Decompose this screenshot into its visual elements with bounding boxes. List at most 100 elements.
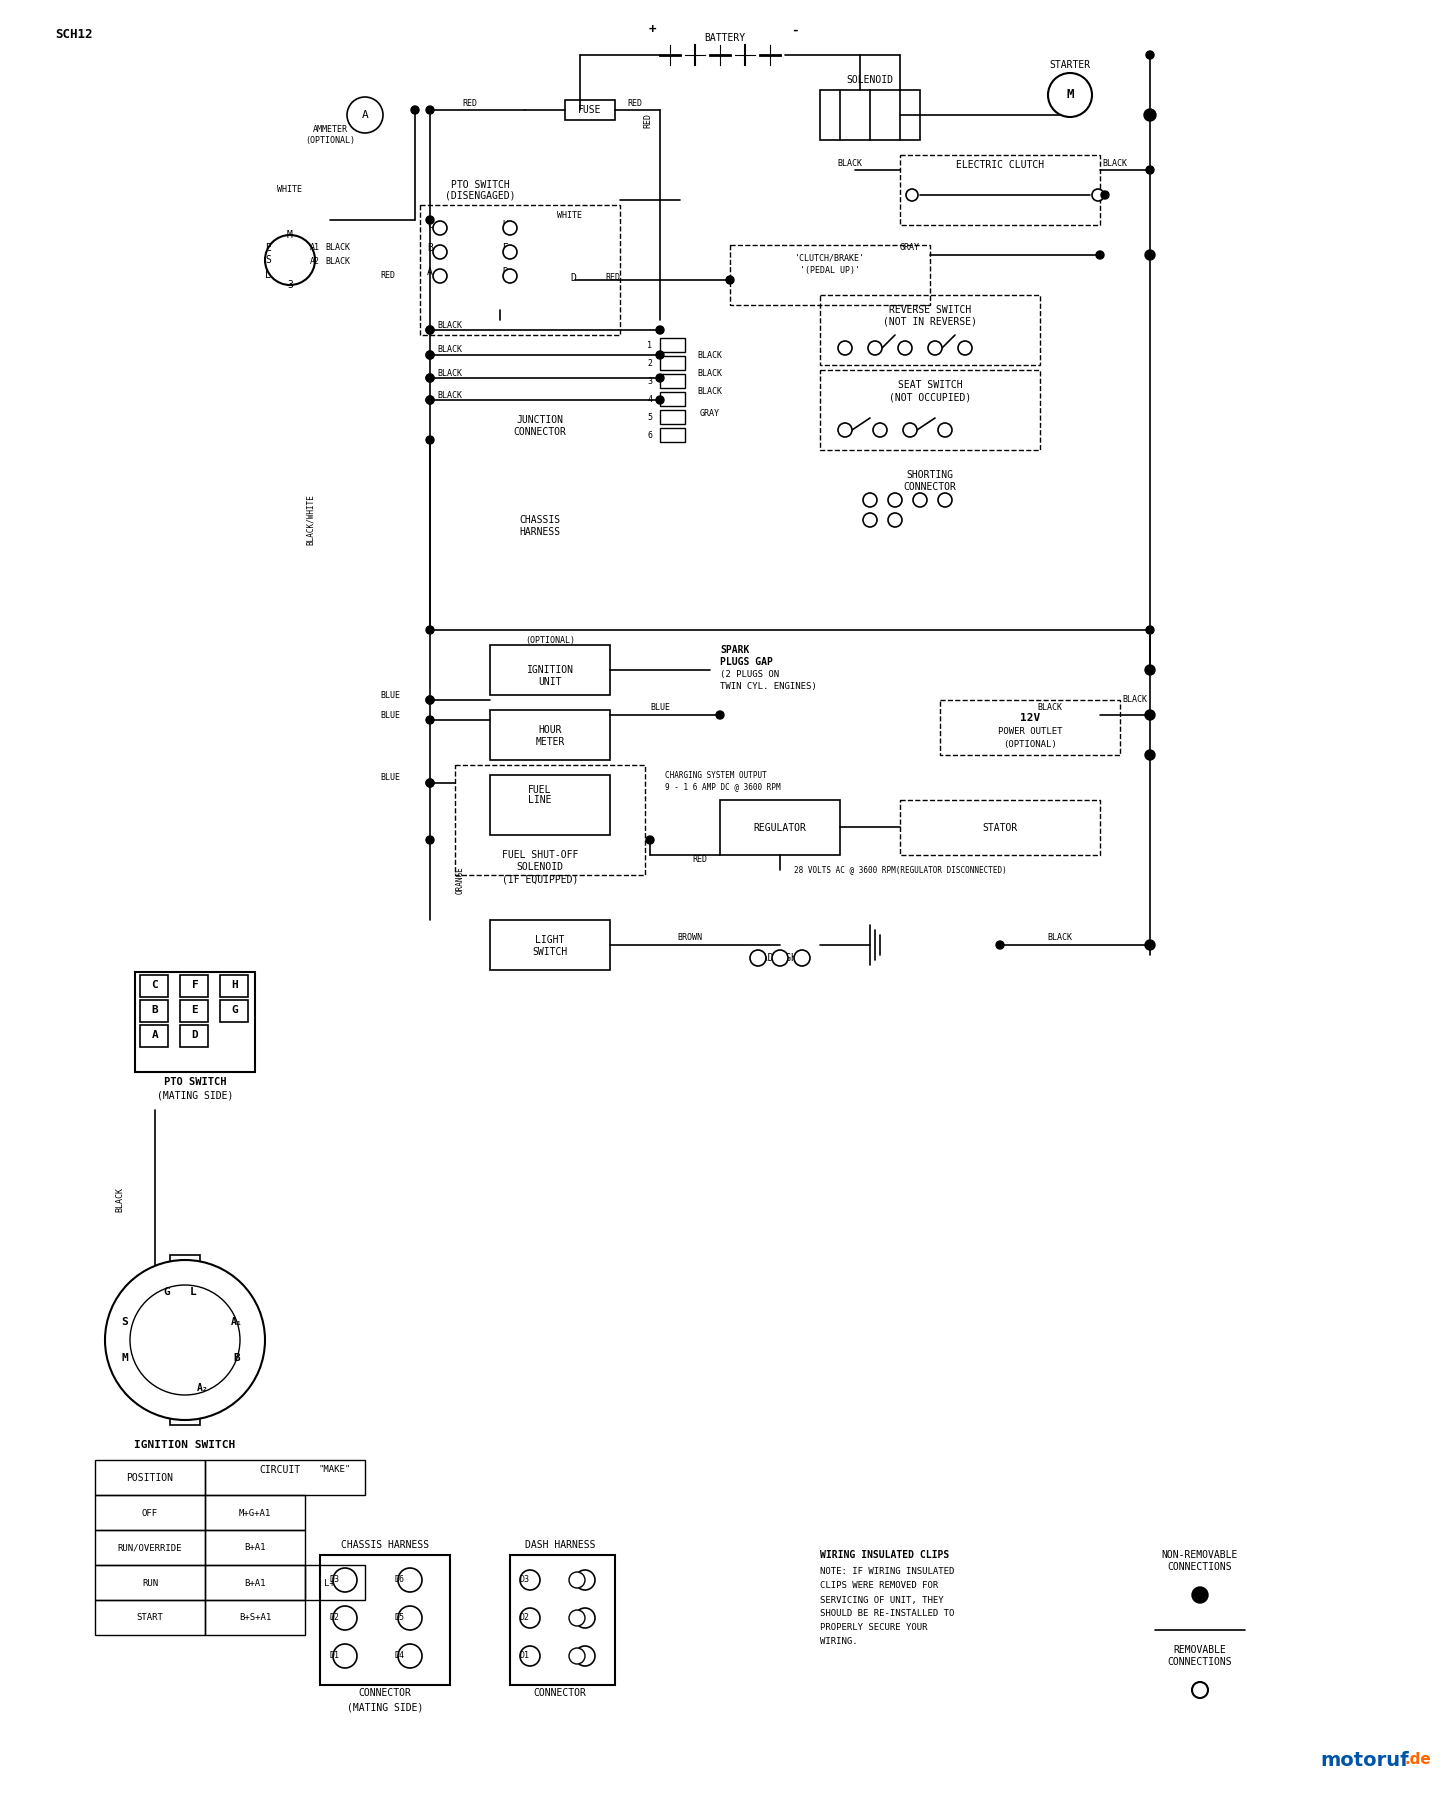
Circle shape [903, 423, 916, 437]
Bar [900, 155, 1101, 225]
Text: D: D [570, 274, 576, 283]
Text: (DISENGAGED): (DISENGAGED) [445, 191, 515, 200]
Text: TWIN CYL. ENGINES): TWIN CYL. ENGINES) [721, 682, 816, 691]
Circle shape [647, 835, 654, 844]
Bar [510, 1555, 615, 1685]
Circle shape [1096, 250, 1103, 259]
Text: BLACK: BLACK [697, 369, 722, 378]
Text: (MATING SIDE): (MATING SIDE) [157, 1091, 233, 1100]
Bar [660, 410, 684, 425]
Text: STATOR: STATOR [982, 823, 1018, 833]
Circle shape [655, 326, 664, 335]
Bar [455, 765, 645, 875]
Text: START: START [136, 1613, 164, 1622]
Circle shape [887, 493, 902, 508]
Text: D4: D4 [394, 1652, 405, 1660]
Circle shape [426, 351, 434, 358]
Text: G: G [232, 1004, 238, 1015]
Text: 6: 6 [648, 430, 652, 439]
Circle shape [426, 216, 434, 223]
Text: BLACK/WHITE: BLACK/WHITE [306, 495, 315, 545]
Bar [180, 1001, 207, 1022]
Text: "MAKE": "MAKE" [319, 1465, 351, 1474]
Text: BLACK: BLACK [438, 369, 463, 378]
Text: SPARK: SPARK [721, 644, 750, 655]
Text: NOTE: IF WIRING INSULATED: NOTE: IF WIRING INSULATED [821, 1568, 954, 1577]
Circle shape [1192, 1588, 1208, 1604]
Text: FUEL SHUT-OFF: FUEL SHUT-OFF [502, 850, 579, 860]
Circle shape [996, 941, 1003, 949]
Text: H: H [502, 220, 508, 230]
Bar [175, 1332, 194, 1348]
Text: RED: RED [380, 270, 396, 279]
Text: E: E [265, 243, 271, 254]
Bar [204, 1496, 304, 1530]
Text: 1: 1 [648, 340, 652, 349]
Text: S: S [122, 1318, 129, 1327]
Circle shape [958, 340, 972, 355]
Text: D1: D1 [331, 1652, 339, 1660]
Circle shape [655, 396, 664, 403]
Text: RED: RED [606, 274, 621, 283]
Circle shape [838, 340, 853, 355]
Circle shape [426, 835, 434, 844]
Text: IGNITION SWITCH: IGNITION SWITCH [135, 1440, 235, 1451]
Text: D2: D2 [331, 1613, 339, 1622]
Circle shape [1146, 626, 1154, 634]
Bar [180, 976, 207, 997]
Text: BLACK: BLACK [697, 387, 722, 396]
Text: BLACK: BLACK [325, 243, 351, 252]
Circle shape [426, 106, 434, 113]
Bar [96, 1460, 204, 1496]
Circle shape [347, 97, 383, 133]
Text: SOLENOID: SOLENOID [516, 862, 564, 871]
Text: C: C [152, 979, 158, 990]
Circle shape [1092, 189, 1103, 202]
Text: CONNECTIONS: CONNECTIONS [1167, 1658, 1232, 1667]
Text: BLUE: BLUE [380, 711, 400, 720]
Circle shape [503, 268, 518, 283]
Text: (2 PLUGS ON: (2 PLUGS ON [721, 670, 779, 679]
Circle shape [863, 513, 877, 527]
Circle shape [726, 275, 734, 284]
Bar [660, 338, 684, 353]
Text: M: M [287, 230, 293, 239]
Circle shape [130, 1285, 241, 1395]
Text: POWER OUTLET: POWER OUTLET [998, 727, 1063, 736]
Circle shape [863, 493, 877, 508]
Text: 4: 4 [648, 394, 652, 403]
Circle shape [576, 1607, 594, 1627]
Text: BLACK: BLACK [1122, 695, 1147, 704]
Bar [204, 1460, 365, 1496]
Text: BLUE: BLUE [380, 691, 400, 700]
Text: B: B [233, 1354, 241, 1363]
Bar [729, 245, 929, 304]
Bar [304, 1564, 365, 1600]
Text: H: H [232, 979, 238, 990]
Text: A2: A2 [310, 257, 320, 266]
Text: LIGHT: LIGHT [535, 934, 564, 945]
Circle shape [334, 1606, 357, 1631]
Text: SWITCH: SWITCH [532, 947, 567, 958]
Bar [96, 1530, 204, 1564]
Text: BLACK: BLACK [697, 351, 722, 360]
Text: SEAT SWITCH: SEAT SWITCH [898, 380, 963, 391]
Text: F: F [191, 979, 199, 990]
Bar [490, 644, 610, 695]
Circle shape [410, 106, 419, 113]
Text: CIRCUIT: CIRCUIT [260, 1465, 300, 1474]
Text: SOLENOID: SOLENOID [847, 76, 893, 85]
Text: RED: RED [693, 855, 708, 864]
Circle shape [426, 351, 434, 358]
Text: FUEL: FUEL [528, 785, 552, 796]
Text: B: B [428, 243, 434, 254]
Text: B+S+A1: B+S+A1 [239, 1613, 271, 1622]
Circle shape [1146, 941, 1154, 949]
Text: 12V: 12V [1019, 713, 1040, 724]
Text: L: L [190, 1287, 196, 1298]
Circle shape [1146, 666, 1154, 673]
Text: 9 - 1 6 AMP DC @ 3600 RPM: 9 - 1 6 AMP DC @ 3600 RPM [666, 783, 780, 792]
Circle shape [334, 1568, 357, 1591]
Text: (OPTIONAL): (OPTIONAL) [525, 635, 576, 644]
Circle shape [906, 189, 918, 202]
